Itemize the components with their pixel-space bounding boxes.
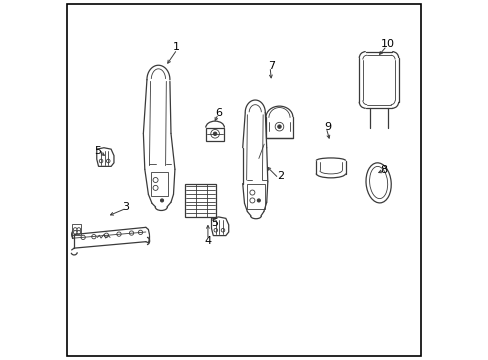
Circle shape bbox=[81, 235, 85, 239]
Text: 4: 4 bbox=[204, 236, 211, 246]
Bar bbox=[185, 184, 215, 217]
Ellipse shape bbox=[369, 166, 387, 199]
Text: 8: 8 bbox=[379, 165, 386, 175]
Text: 7: 7 bbox=[267, 61, 274, 71]
Text: 3: 3 bbox=[122, 202, 129, 212]
Circle shape bbox=[277, 125, 281, 129]
Circle shape bbox=[138, 230, 142, 234]
Circle shape bbox=[104, 233, 108, 237]
Circle shape bbox=[153, 177, 158, 183]
Text: 6: 6 bbox=[215, 108, 222, 118]
Circle shape bbox=[92, 234, 96, 239]
Polygon shape bbox=[97, 148, 114, 166]
Circle shape bbox=[77, 228, 81, 231]
Bar bbox=[150, 172, 168, 196]
Text: 9: 9 bbox=[324, 122, 330, 132]
Circle shape bbox=[210, 130, 219, 138]
Circle shape bbox=[249, 190, 254, 195]
Bar bbox=[205, 128, 224, 141]
Text: 1: 1 bbox=[173, 42, 180, 52]
Circle shape bbox=[73, 230, 77, 234]
Circle shape bbox=[257, 199, 260, 202]
Circle shape bbox=[160, 199, 163, 202]
Polygon shape bbox=[265, 131, 292, 138]
Circle shape bbox=[73, 228, 77, 231]
Bar bbox=[72, 225, 81, 234]
Circle shape bbox=[77, 230, 81, 234]
Bar bbox=[247, 184, 264, 209]
Circle shape bbox=[106, 159, 110, 163]
Circle shape bbox=[214, 228, 217, 232]
Text: 2: 2 bbox=[276, 171, 284, 181]
Text: 10: 10 bbox=[380, 40, 394, 49]
Ellipse shape bbox=[365, 163, 390, 203]
Circle shape bbox=[249, 198, 254, 203]
Polygon shape bbox=[211, 217, 228, 235]
Circle shape bbox=[99, 159, 102, 163]
Text: 5: 5 bbox=[95, 146, 102, 156]
Text: 5: 5 bbox=[211, 218, 218, 228]
Circle shape bbox=[213, 132, 217, 136]
Circle shape bbox=[275, 122, 283, 131]
Circle shape bbox=[153, 185, 158, 190]
Circle shape bbox=[221, 228, 224, 232]
Circle shape bbox=[129, 231, 133, 235]
Circle shape bbox=[117, 232, 121, 236]
